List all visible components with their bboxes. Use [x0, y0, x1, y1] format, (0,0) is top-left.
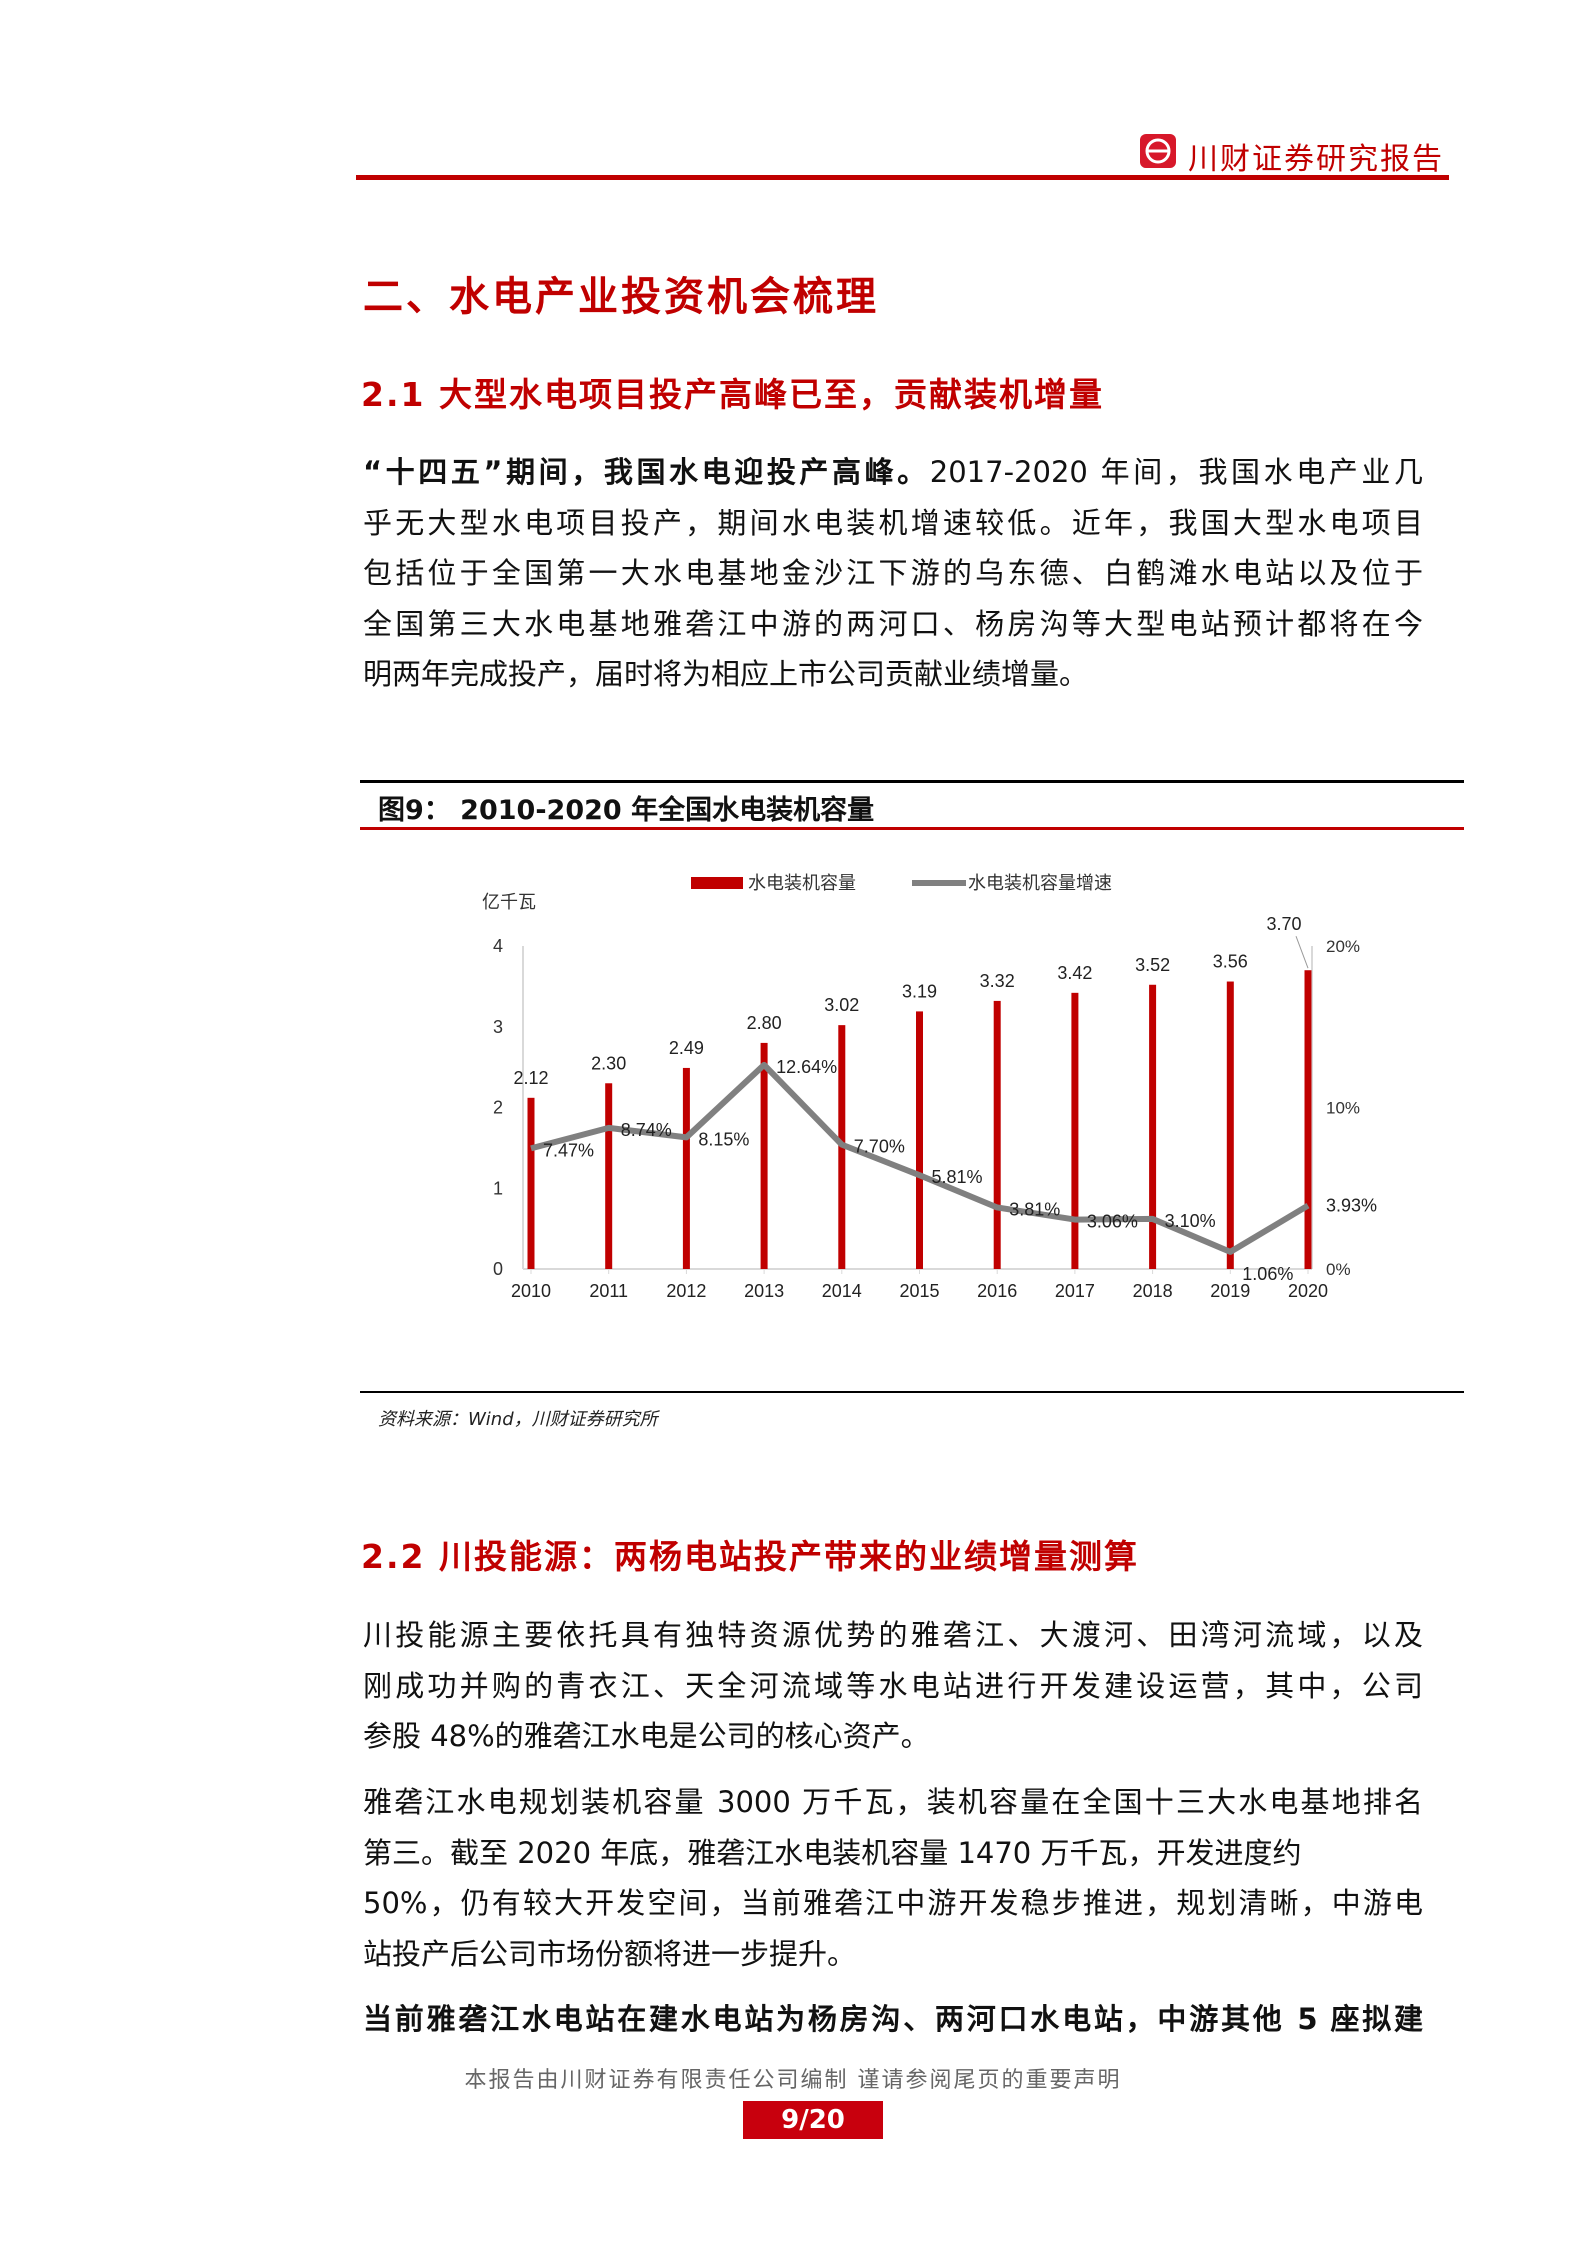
brand-logo-icon [1140, 134, 1176, 168]
bar-value-label: 3.52 [1135, 955, 1170, 975]
x-tick-label: 2013 [744, 1281, 784, 1301]
x-tick-label: 2015 [899, 1281, 939, 1301]
leader-line [1295, 936, 1309, 969]
bar-2010 [527, 1097, 535, 1269]
legend-label-line: 水电装机容量增速 [968, 873, 1112, 893]
header-rule [356, 175, 1449, 180]
paragraph-line: 川投能源主要依托具有独特资源优势的雅砻江、大渡河、田湾河流域，以及 [363, 1618, 1423, 1652]
paragraph-line: 第三。截至 2020 年底，雅砻江水电装机容量 1470 万千瓦，开发进度约 [363, 1835, 1302, 1870]
bar-2015 [916, 1011, 923, 1269]
chart: 水电装机容量 水电装机容量增速 亿千瓦 0 1 2 3 4 0% 10% 20% 2010 201… [482, 873, 1377, 1301]
legend-label-bar: 水电装机容量 [748, 873, 856, 893]
x-tick-label: 2010 [511, 1281, 551, 1301]
bar-2011 [605, 1083, 613, 1269]
y2-tick-label: 0% [1326, 1260, 1351, 1279]
paragraph-line: 雅砻江水电规划装机容量 3000 万千瓦，装机容量在全国十三大水电基地排名 [363, 1785, 1423, 1819]
subsection-title-2-1: 2.1 大型水电项目投产高峰已至，贡献装机增量 [361, 375, 1104, 414]
paragraph-line: 明两年完成投产，届时将为相应上市公司贡献业绩增量。 [363, 657, 1089, 691]
paragraph-line: “十四五”期间，我国水电迎投产高峰。2017-2020 年间，我国水电产业几 [363, 447, 1423, 498]
x-tick-label: 2012 [666, 1281, 706, 1301]
growth-value-label: 5.81% [932, 1167, 983, 1187]
figure-bottom-rule [360, 1391, 1464, 1393]
x-tick-label: 2011 [589, 1281, 628, 1301]
bar-value-label: 2.49 [669, 1038, 704, 1058]
paragraph-2-2-c: 当前雅砻江水电站在建水电站为杨房沟、两河口水电站，中游其他 5 座拟建 [363, 1994, 1423, 2045]
y2-tick-label: 20% [1326, 937, 1360, 956]
x-tick-label: 2019 [1210, 1281, 1250, 1301]
bar-2019 [1226, 981, 1234, 1269]
paragraph-2-2-a: 川投能源主要依托具有独特资源优势的雅砻江、大渡河、田湾河流域，以及 刚成功并购的… [363, 1610, 1423, 1762]
figure-title-rule [360, 827, 1464, 830]
figure-source: 资料来源：Wind，川财证券研究所 [378, 1409, 658, 1430]
x-tick-label: 2020 [1288, 1281, 1328, 1301]
bar-value-label: 3.42 [1057, 963, 1092, 983]
paragraph-line: 刚成功并购的青衣江、天全河流域等水电站进行开发建设运营，其中，公司 [363, 1668, 1423, 1703]
paragraph-line-bold: 当前雅砻江水电站在建水电站为杨房沟、两河口水电站，中游其他 5 座拟建 [363, 2002, 1423, 2036]
bar-value-label: 3.19 [902, 981, 937, 1001]
bar-value-label: 3.70 [1266, 914, 1301, 934]
growth-value-label: 1.06% [1242, 1264, 1293, 1284]
growth-value-label: 3.93% [1326, 1196, 1377, 1216]
growth-value-label: 8.74% [621, 1120, 672, 1140]
x-tick-label: 2018 [1133, 1281, 1173, 1301]
paragraph-line: 参股 48%的雅砻江水电是公司的核心资产。 [363, 1719, 930, 1753]
growth-value-label: 3.10% [1165, 1211, 1216, 1231]
bar-2017 [1071, 992, 1079, 1269]
bar-value-label: 3.02 [824, 995, 859, 1015]
growth-value-label: 7.47% [543, 1140, 594, 1160]
bar-2012 [682, 1067, 690, 1269]
figure-title: 图9： 2010-2020 年全国水电装机容量 [378, 795, 875, 826]
y-tick-label: 0 [493, 1259, 503, 1279]
paragraph-line: 包括位于全国第一大水电基地金沙江下游的乌东德、白鹤滩水电站以及位于 [363, 556, 1423, 590]
figure-top-rule [360, 780, 1464, 783]
legend: 水电装机容量 水电装机容量增速 [691, 873, 1112, 893]
paragraph-line: 50%，仍有较大开发空间，当前雅砻江中游开发稳步推进，规划清晰，中游电 [363, 1886, 1423, 1920]
growth-value-label: 12.64% [776, 1057, 837, 1077]
legend-swatch-bar [691, 877, 743, 889]
subsection-title-2-2: 2.2 川投能源：两杨电站投产带来的业绩增量测算 [361, 1537, 1139, 1576]
growth-value-label: 8.15% [698, 1129, 749, 1149]
page-number: 9/20 [743, 2101, 883, 2139]
section-title: 二、水电产业投资机会梳理 [363, 274, 879, 320]
growth-value-label: 7.70% [854, 1137, 905, 1157]
line-text: 2017-2020 年间，我国水电产业几 [929, 455, 1423, 489]
y2-tick-label: 10% [1326, 1099, 1360, 1118]
bar-2020 [1304, 970, 1312, 1269]
y-tick-label: 3 [493, 1017, 503, 1037]
lead-bold: “十四五”期间，我国水电迎投产高峰。 [363, 455, 930, 489]
paragraph-line: 乎无大型水电项目投产，期间水电装机增速较低。近年，我国大型水电项目 [363, 505, 1423, 540]
growth-value-label: 3.06% [1087, 1212, 1138, 1232]
y-tick-label: 4 [493, 936, 503, 956]
x-tick-label: 2014 [822, 1281, 862, 1301]
footer-disclaimer: 本报告由川财证券有限责任公司编制 谨请参阅尾页的重要声明 [464, 2068, 1122, 2093]
y-axis-label: 亿千瓦 [482, 892, 536, 912]
paragraph-2-1: “十四五”期间，我国水电迎投产高峰。2017-2020 年间，我国水电产业几 乎… [363, 447, 1423, 700]
bar-2018 [1149, 984, 1157, 1269]
paragraph-line: 全国第三大水电基地雅砻江中游的两河口、杨房沟等大型电站预计都将在今 [363, 606, 1423, 641]
paragraph-2-2-b: 雅砻江水电规划装机容量 3000 万千瓦，装机容量在全国十三大水电基地排名 第三… [363, 1777, 1423, 1979]
growth-value-label: 3.81% [1009, 1199, 1060, 1219]
x-tick-label: 2016 [977, 1281, 1017, 1301]
bar-2013 [760, 1042, 768, 1269]
y-tick-label: 2 [493, 1098, 503, 1118]
bar-2016 [993, 1000, 1001, 1269]
bar-value-label: 2.30 [591, 1053, 626, 1073]
bar-value-label: 2.12 [513, 1068, 548, 1088]
x-tick-label: 2017 [1055, 1281, 1095, 1301]
paragraph-line: 站投产后公司市场份额将进一步提升。 [363, 1936, 857, 1971]
bar-value-label: 3.56 [1213, 952, 1248, 972]
brand-name: 川财证券研究报告 [1188, 142, 1444, 177]
y-tick-label: 1 [493, 1178, 503, 1198]
bar-value-label: 2.80 [747, 1013, 782, 1033]
bar-value-label: 3.32 [980, 971, 1015, 991]
